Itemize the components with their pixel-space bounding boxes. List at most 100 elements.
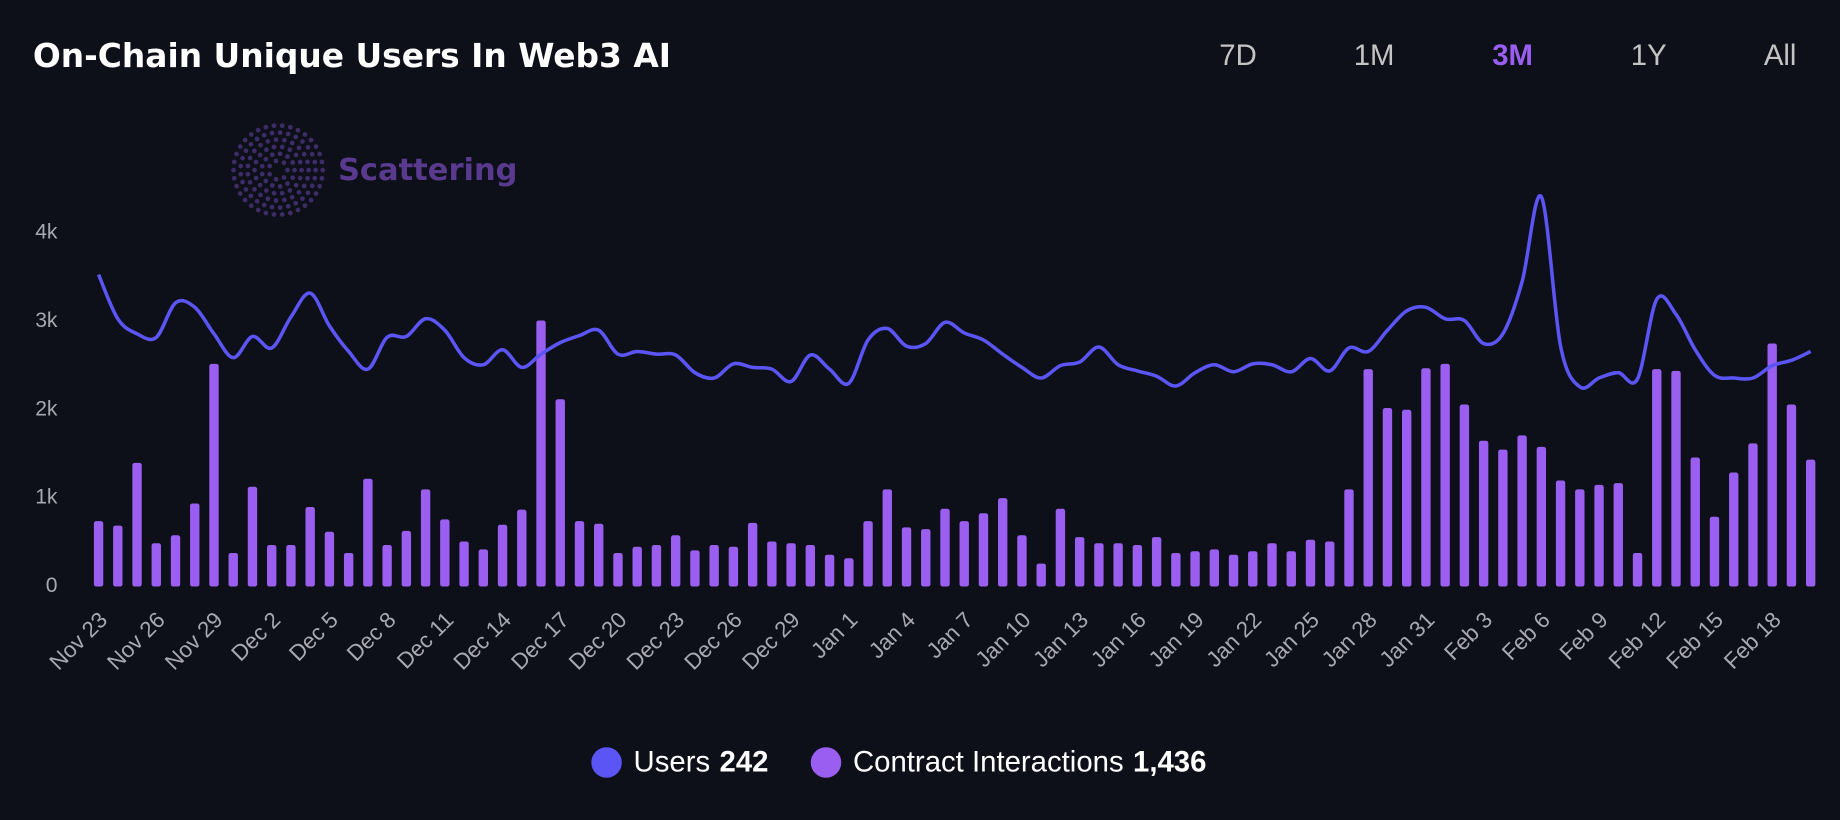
logo-dot <box>277 184 283 189</box>
bar <box>190 503 200 587</box>
bar <box>1267 543 1277 587</box>
bar <box>1151 537 1162 587</box>
logo-dot <box>285 203 291 209</box>
bar <box>324 531 335 587</box>
logo-dot <box>234 151 239 157</box>
logo-dot <box>273 158 279 164</box>
bar <box>574 521 585 587</box>
logo-dot <box>263 156 269 162</box>
bar <box>1786 404 1797 587</box>
bar <box>1709 516 1720 587</box>
logo-dot <box>319 175 325 181</box>
legend-marker <box>591 747 622 778</box>
logo-dot <box>252 167 257 173</box>
bar <box>632 546 642 587</box>
bar <box>1036 563 1046 587</box>
logo-dot <box>253 159 259 165</box>
logo-dot <box>252 187 257 192</box>
bar <box>459 541 469 587</box>
bar <box>1671 370 1681 587</box>
logo-dot <box>231 159 237 165</box>
line <box>96 194 1812 390</box>
y-tick-label: 3k <box>35 309 58 332</box>
logo-dot <box>287 210 293 216</box>
bar <box>1305 539 1316 587</box>
logo-dot <box>252 148 257 154</box>
logo-dot <box>245 171 251 177</box>
bar <box>1767 343 1777 587</box>
logo-dot <box>305 159 310 165</box>
watermark-logo <box>231 123 326 217</box>
range-button[interactable]: 1Y <box>1631 39 1667 72</box>
logo-dot <box>279 212 285 217</box>
bar <box>1171 552 1181 587</box>
range-button[interactable]: All <box>1764 39 1797 72</box>
logo-dot <box>248 193 254 199</box>
logo-dot <box>305 175 310 181</box>
bar <box>1094 543 1104 587</box>
logo-dot <box>277 151 283 157</box>
logo-dot <box>240 155 245 161</box>
bar <box>824 554 835 587</box>
logo-dot <box>289 140 295 146</box>
bar <box>594 523 604 587</box>
bar <box>613 552 623 587</box>
logo-dot <box>237 191 243 196</box>
logo-dot <box>309 151 315 157</box>
logo-dot <box>263 124 269 130</box>
logo-dot <box>271 123 277 129</box>
bar <box>228 552 238 587</box>
bar <box>786 543 796 587</box>
logo-dot <box>269 130 275 136</box>
logo-dot <box>273 176 279 182</box>
logo-dot <box>255 207 261 213</box>
bar <box>1190 551 1200 587</box>
bar <box>1555 480 1566 587</box>
logo-dot <box>281 160 287 166</box>
legend-label[interactable]: Contract Interactions <box>853 745 1124 778</box>
y-tick-label: 1k <box>35 486 58 509</box>
bar <box>1363 369 1373 587</box>
logo-dot <box>265 196 271 202</box>
logo-dot <box>317 183 323 189</box>
bar <box>844 558 854 587</box>
logo-dot <box>293 134 299 140</box>
logo-dot <box>290 175 296 181</box>
bar <box>1594 484 1604 587</box>
bar <box>536 320 546 587</box>
logo-dot <box>264 147 269 153</box>
logo-dot <box>273 137 279 143</box>
logo-dot <box>295 207 301 213</box>
logo-dot <box>302 132 308 137</box>
bar <box>1421 368 1431 587</box>
range-button[interactable]: 7D <box>1219 39 1257 72</box>
logo-dot <box>300 196 305 202</box>
bar <box>690 550 700 587</box>
logo-dot <box>245 163 251 169</box>
range-button[interactable]: 3M <box>1492 39 1533 72</box>
bar <box>209 363 219 587</box>
logo-dot <box>273 198 279 203</box>
logo-dot <box>247 155 253 161</box>
bar <box>1325 541 1335 587</box>
logo-dot <box>308 137 314 143</box>
logo-dot <box>281 137 287 143</box>
logo-dot <box>269 152 275 158</box>
bar <box>1575 489 1585 587</box>
bar <box>1209 549 1220 587</box>
bar <box>1652 369 1662 587</box>
bar <box>1690 457 1700 587</box>
logo-dot <box>306 167 311 173</box>
logo-dot <box>289 194 295 200</box>
bar <box>343 552 354 587</box>
logo-dot <box>279 123 285 129</box>
bar <box>1498 449 1508 587</box>
logo-dot <box>317 151 323 157</box>
range-button[interactable]: 1M <box>1354 39 1395 72</box>
logo-dot <box>296 145 302 151</box>
bar <box>497 524 508 587</box>
legend-label[interactable]: Users <box>634 745 711 778</box>
bar <box>440 519 450 587</box>
